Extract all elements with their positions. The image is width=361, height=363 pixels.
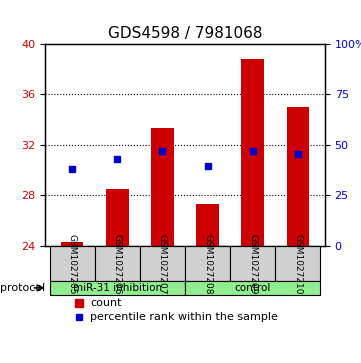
- FancyBboxPatch shape: [275, 246, 321, 281]
- Text: protocol: protocol: [0, 283, 45, 293]
- Title: GDS4598 / 7981068: GDS4598 / 7981068: [108, 26, 262, 41]
- Text: GSM1027207: GSM1027207: [158, 234, 167, 294]
- Bar: [106, 189, 129, 246]
- Bar: [151, 129, 174, 246]
- Text: GSM1027208: GSM1027208: [203, 234, 212, 294]
- FancyBboxPatch shape: [140, 246, 185, 281]
- FancyBboxPatch shape: [49, 246, 95, 281]
- Text: control: control: [235, 283, 271, 293]
- Text: miR-31 inhibition: miR-31 inhibition: [73, 283, 162, 293]
- FancyBboxPatch shape: [185, 281, 321, 295]
- FancyBboxPatch shape: [95, 246, 140, 281]
- Bar: [61, 242, 83, 246]
- Text: GSM1027209: GSM1027209: [248, 234, 257, 294]
- Text: count: count: [90, 298, 121, 308]
- Text: GSM1027205: GSM1027205: [68, 234, 77, 294]
- FancyBboxPatch shape: [230, 246, 275, 281]
- Text: percentile rank within the sample: percentile rank within the sample: [90, 313, 278, 322]
- FancyBboxPatch shape: [49, 281, 185, 295]
- Bar: [287, 107, 309, 246]
- Bar: [242, 59, 264, 246]
- Text: GSM1027210: GSM1027210: [293, 234, 302, 294]
- FancyBboxPatch shape: [185, 246, 230, 281]
- Text: GSM1027206: GSM1027206: [113, 234, 122, 294]
- Bar: [196, 204, 219, 246]
